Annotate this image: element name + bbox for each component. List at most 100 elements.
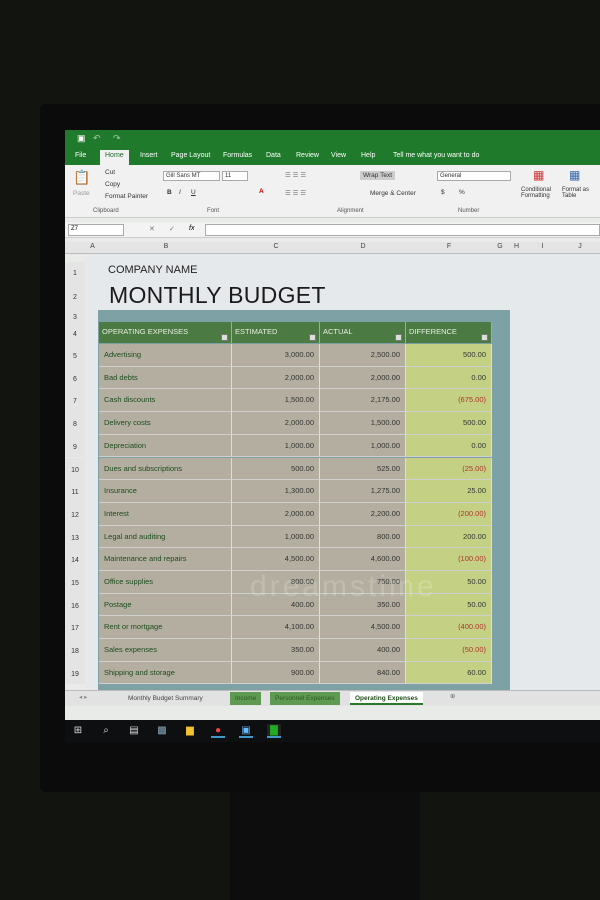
cell-act[interactable]: 840.00: [320, 661, 406, 685]
row-header[interactable]: 4: [65, 320, 85, 344]
cell-name[interactable]: Shipping and storage: [99, 661, 232, 685]
cell-act[interactable]: 1,275.00: [320, 480, 406, 503]
format-table-icon[interactable]: ▦: [569, 168, 581, 182]
cell-name[interactable]: Interest: [99, 502, 232, 526]
row-header[interactable]: 7: [65, 389, 85, 413]
cell-name[interactable]: Advertising: [99, 344, 232, 367]
row-header[interactable]: 9: [65, 434, 85, 458]
cell-est[interactable]: 900.00: [232, 661, 320, 685]
column-header[interactable]: I: [541, 243, 544, 250]
cell-act[interactable]: 800.00: [320, 525, 406, 549]
paste-icon[interactable]: 📋: [73, 169, 91, 185]
cell-est[interactable]: 2,000.00: [232, 366, 320, 390]
cell-act[interactable]: 750.00: [320, 571, 406, 594]
sheet-tab[interactable]: Personnel Expenses: [270, 692, 340, 705]
copy-button[interactable]: Copy: [105, 181, 121, 188]
cell-act[interactable]: 1,500.00: [320, 412, 406, 435]
tell-me-search[interactable]: Tell me what you want to do: [393, 152, 480, 159]
cell-diff[interactable]: 0.00: [406, 434, 492, 458]
cell-name[interactable]: Delivery costs: [99, 412, 232, 435]
cell-act[interactable]: 2,500.00: [320, 344, 406, 367]
cell-name[interactable]: Rent or mortgage: [99, 616, 232, 640]
cell-act[interactable]: 2,175.00: [320, 389, 406, 413]
filter-button[interactable]: [309, 334, 316, 341]
cell-act[interactable]: 2,200.00: [320, 502, 406, 526]
cell-name[interactable]: Postage: [99, 593, 232, 617]
tab-formulas[interactable]: Formulas: [223, 152, 253, 159]
cell-diff[interactable]: (25.00): [406, 457, 492, 481]
cell-diff[interactable]: 500.00: [406, 412, 492, 435]
name-box[interactable]: Z7: [68, 224, 124, 236]
bold-button[interactable]: B: [167, 189, 172, 196]
sheet-tab[interactable]: Monthly Budget Summary: [123, 692, 208, 705]
cell-est[interactable]: 4,500.00: [232, 548, 320, 571]
cell-est[interactable]: 4,100.00: [232, 616, 320, 640]
cell-name[interactable]: Legal and auditing: [99, 525, 232, 549]
lightroom-icon[interactable]: ▣: [239, 724, 253, 738]
cell-act[interactable]: 525.00: [320, 457, 406, 481]
font-size-dropdown[interactable]: 11: [222, 171, 248, 181]
cell-act[interactable]: 400.00: [320, 639, 406, 662]
scroll-tabs-icon[interactable]: ◂ ▸: [79, 694, 88, 701]
cell-est[interactable]: 3,000.00: [232, 344, 320, 367]
cell-est[interactable]: 350.00: [232, 639, 320, 662]
tab-page-layout[interactable]: Page Layout: [171, 152, 211, 159]
tab-data[interactable]: Data: [266, 152, 281, 159]
row-header[interactable]: 12: [65, 502, 85, 526]
search-icon[interactable]: ⌕: [103, 725, 109, 736]
function-icon[interactable]: fx: [189, 225, 195, 232]
cell-name[interactable]: Maintenance and repairs: [99, 548, 232, 571]
new-sheet-icon[interactable]: ⊕: [450, 693, 456, 700]
filter-button[interactable]: [395, 334, 402, 341]
filter-button[interactable]: [481, 334, 488, 341]
save-icon[interactable]: ▣: [77, 133, 86, 143]
currency-button[interactable]: $: [441, 189, 445, 196]
format-painter-button[interactable]: Format Painter: [105, 193, 148, 200]
row-header[interactable]: 10: [65, 457, 85, 481]
column-header[interactable]: B: [163, 243, 169, 250]
wrap-text-button[interactable]: Wrap Text: [360, 171, 396, 180]
row-header[interactable]: 2: [65, 280, 85, 310]
cell-diff[interactable]: 0.00: [406, 366, 492, 390]
windows-start-icon[interactable]: ⊞: [73, 725, 83, 736]
row-header[interactable]: 16: [65, 593, 85, 617]
cell-diff[interactable]: 50.00: [406, 593, 492, 617]
conditional-formatting-button[interactable]: Conditional Formatting: [521, 187, 552, 199]
row-header[interactable]: 11: [65, 480, 85, 503]
excel-icon[interactable]: ▇: [267, 724, 281, 738]
cell-diff[interactable]: (50.00): [406, 639, 492, 662]
cell-est[interactable]: 1,000.00: [232, 434, 320, 458]
tab-view[interactable]: View: [331, 152, 347, 159]
row-header[interactable]: 1: [65, 262, 85, 280]
column-header[interactable]: F: [446, 243, 452, 250]
cell-est[interactable]: 800.00: [232, 571, 320, 594]
row-header[interactable]: 13: [65, 525, 85, 549]
task-view-icon[interactable]: ▤: [129, 725, 139, 736]
cell-name[interactable]: Cash discounts: [99, 389, 232, 413]
sheet-tab[interactable]: Operating Expenses: [350, 692, 423, 705]
column-header[interactable]: H: [513, 243, 520, 250]
cell-act[interactable]: 2,000.00: [320, 366, 406, 390]
row-header[interactable]: 6: [65, 366, 85, 390]
cell-diff[interactable]: 60.00: [406, 661, 492, 685]
file-explorer-icon[interactable]: ▆: [186, 725, 194, 736]
filter-button[interactable]: [221, 334, 228, 341]
column-header[interactable]: A: [90, 243, 95, 250]
italic-button[interactable]: I: [179, 189, 181, 196]
cell-diff[interactable]: 500.00: [406, 344, 492, 367]
row-header[interactable]: 15: [65, 571, 85, 594]
row-header[interactable]: 3: [65, 310, 85, 321]
row-header[interactable]: 14: [65, 548, 85, 571]
cell-diff[interactable]: 200.00: [406, 525, 492, 549]
app-icon[interactable]: ▩: [157, 725, 167, 736]
cell-diff[interactable]: 50.00: [406, 571, 492, 594]
cut-button[interactable]: Cut: [105, 169, 116, 176]
cell-act[interactable]: 4,600.00: [320, 548, 406, 571]
row-header[interactable]: 8: [65, 412, 85, 435]
undo-icon[interactable]: ↶: [93, 133, 101, 143]
cell-est[interactable]: 400.00: [232, 593, 320, 617]
row-header[interactable]: 17: [65, 616, 85, 640]
cell-name[interactable]: Dues and subscriptions: [99, 457, 232, 481]
row-header[interactable]: 18: [65, 639, 85, 662]
font-color-icon[interactable]: A: [259, 188, 264, 195]
